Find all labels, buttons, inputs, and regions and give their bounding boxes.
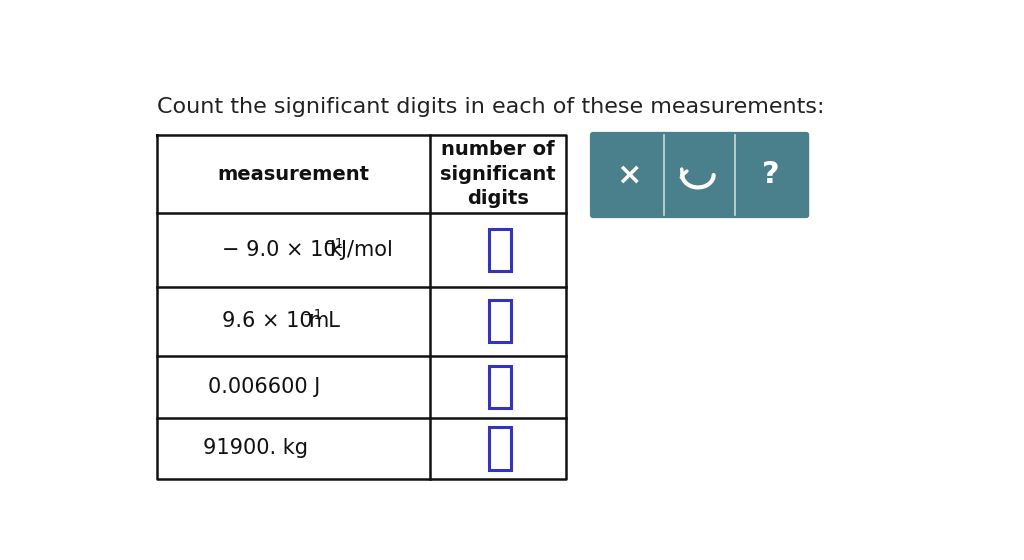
Text: 0.006600 J: 0.006600 J <box>208 377 319 396</box>
FancyBboxPatch shape <box>590 132 809 218</box>
Text: −1: −1 <box>324 237 344 251</box>
Bar <box>489 427 511 469</box>
Text: − 9.0 × 10: − 9.0 × 10 <box>222 240 337 260</box>
Text: number of
significant
digits: number of significant digits <box>440 141 556 208</box>
Text: 9.6 × 10: 9.6 × 10 <box>222 311 312 332</box>
Text: ×: × <box>615 161 641 189</box>
Text: kJ/mol: kJ/mol <box>329 240 392 260</box>
Bar <box>489 300 511 343</box>
Text: 91900. kg: 91900. kg <box>204 438 308 458</box>
Text: ?: ? <box>762 161 779 189</box>
Bar <box>489 366 511 408</box>
Text: mL: mL <box>308 311 340 332</box>
Text: −1: −1 <box>303 308 324 322</box>
Text: Count the significant digits in each of these measurements:: Count the significant digits in each of … <box>158 97 825 117</box>
Text: measurement: measurement <box>218 165 370 184</box>
Bar <box>489 229 511 271</box>
